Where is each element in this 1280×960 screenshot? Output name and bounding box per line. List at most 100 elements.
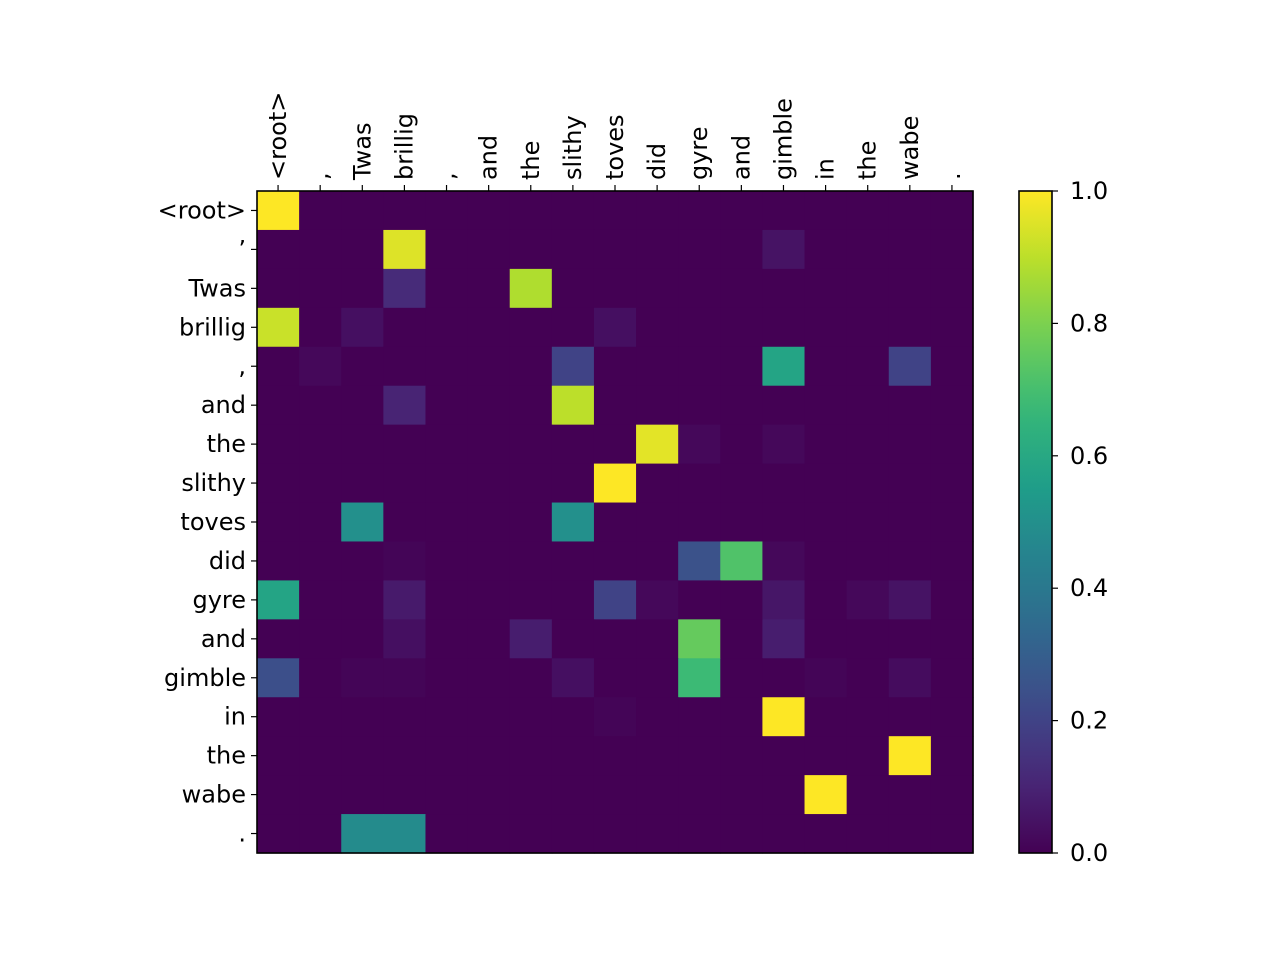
heatmap-cell	[593, 775, 637, 815]
heatmap-cell	[257, 619, 300, 659]
heatmap-cell	[930, 502, 974, 543]
heatmap-cell	[551, 463, 595, 504]
heatmap-cell	[846, 814, 890, 854]
y-tick-label: ,	[238, 352, 246, 380]
heatmap-cell	[551, 346, 595, 387]
heatmap-cell	[930, 385, 974, 426]
heatmap-cell	[593, 541, 637, 582]
heatmap-cell	[720, 541, 764, 582]
heatmap-cell	[551, 307, 595, 348]
y-tick-label: brillig	[179, 313, 246, 341]
heatmap-cell	[425, 424, 469, 465]
heatmap-cell	[846, 346, 890, 387]
heatmap-grid	[257, 191, 974, 854]
heatmap-cell	[678, 502, 721, 543]
heatmap-cell	[257, 736, 300, 776]
x-tick-label: ,	[433, 172, 461, 180]
heatmap-cell	[551, 814, 595, 854]
heatmap-cell	[341, 580, 384, 620]
heatmap-cell	[383, 814, 427, 854]
heatmap-cell	[593, 385, 637, 426]
heatmap-cell	[299, 191, 342, 231]
y-tick-label: .	[238, 820, 246, 848]
heatmap-cell	[804, 814, 848, 854]
heatmap-cell	[593, 619, 637, 659]
heatmap-cell	[593, 191, 637, 231]
heatmap-cell	[383, 619, 427, 659]
heatmap-cell	[509, 307, 553, 348]
heatmap-cell	[678, 346, 721, 387]
heatmap-cell	[636, 658, 679, 698]
heatmap-cell	[846, 463, 890, 504]
heatmap-cell	[425, 346, 469, 387]
heatmap-cell	[383, 307, 427, 348]
heatmap-cell	[551, 385, 595, 426]
heatmap-cell	[720, 385, 764, 426]
heatmap-cell	[678, 658, 721, 698]
heatmap-cell	[720, 191, 764, 231]
heatmap-cell	[678, 463, 721, 504]
heatmap-cell	[930, 775, 974, 815]
heatmap-cell	[509, 502, 553, 543]
heatmap-cell	[720, 307, 764, 348]
heatmap-cell	[762, 658, 806, 698]
heatmap-cell	[383, 229, 427, 270]
heatmap-cell	[846, 541, 890, 582]
heatmap-cell	[804, 697, 848, 737]
heatmap-cell	[593, 463, 637, 504]
heatmap-cell	[636, 385, 679, 426]
heatmap-cell	[299, 619, 342, 659]
heatmap-cell	[593, 502, 637, 543]
heatmap-cell	[383, 736, 427, 776]
heatmap-cell	[888, 697, 932, 737]
heatmap-cell	[257, 580, 300, 620]
heatmap-cell	[636, 541, 679, 582]
y-tick-label: gyre	[192, 586, 246, 614]
heatmap-cell	[678, 814, 721, 854]
heatmap-cell	[762, 580, 806, 620]
heatmap-cell	[888, 268, 932, 309]
heatmap-cell	[888, 346, 932, 387]
heatmap-cell	[467, 268, 511, 309]
heatmap-cell	[383, 775, 427, 815]
y-axis-ticks: <root> ’ Twas brillig, and the slithy toves did g…	[158, 196, 257, 848]
heatmap-cell	[846, 775, 890, 815]
heatmap-cell	[383, 658, 427, 698]
heatmap-cell	[846, 502, 890, 543]
heatmap-cell	[593, 424, 637, 465]
y-tick-label: ’	[238, 235, 246, 263]
heatmap-cell	[593, 736, 637, 776]
heatmap-cell	[509, 580, 553, 620]
y-tick-label: in	[224, 703, 246, 731]
heatmap-cell	[341, 775, 384, 815]
x-axis-ticks: <root>, Twas brillig, and the slithy toves did g…	[264, 92, 966, 191]
x-tick-label: gimble	[769, 98, 797, 180]
heatmap-cell	[846, 307, 890, 348]
heatmap-cell	[467, 580, 511, 620]
heatmap-cell	[804, 191, 848, 231]
heatmap-cell	[341, 619, 384, 659]
heatmap-cell	[593, 346, 637, 387]
heatmap-cell	[720, 463, 764, 504]
y-tick-label: and	[201, 391, 246, 419]
heatmap-cell	[636, 346, 679, 387]
heatmap-cell	[636, 775, 679, 815]
heatmap-cell	[846, 268, 890, 309]
heatmap-cell	[425, 697, 469, 737]
heatmap-cell	[257, 463, 300, 504]
heatmap-cell	[467, 424, 511, 465]
heatmap-cell	[930, 541, 974, 582]
heatmap-cell	[888, 424, 932, 465]
heatmap-cell	[678, 385, 721, 426]
heatmap-cell	[846, 424, 890, 465]
heatmap-cell	[720, 346, 764, 387]
heatmap-cell	[299, 424, 342, 465]
heatmap-cell	[467, 697, 511, 737]
heatmap-cell	[593, 268, 637, 309]
heatmap-cell	[551, 580, 595, 620]
heatmap-cell	[678, 580, 721, 620]
y-tick-label: <root>	[158, 196, 246, 224]
heatmap-cell	[720, 658, 764, 698]
y-tick-label: and	[201, 625, 246, 653]
heatmap-cell	[551, 775, 595, 815]
